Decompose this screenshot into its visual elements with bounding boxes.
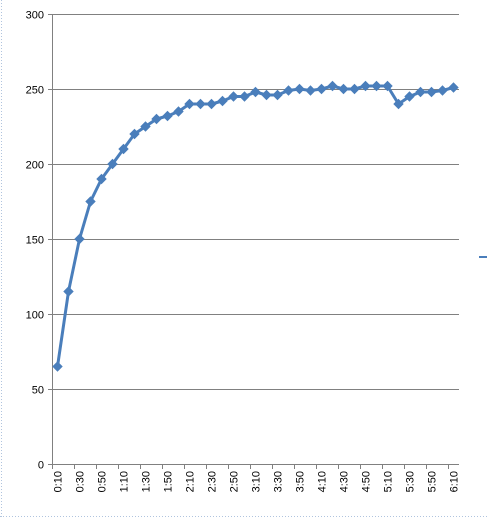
data-point-marker	[173, 106, 184, 117]
data-point-marker	[448, 82, 459, 93]
x-tick-label: 1:30	[141, 471, 153, 492]
data-point-marker	[426, 86, 437, 98]
y-tick-label: 300	[26, 10, 44, 22]
x-tick-label: 5:10	[383, 471, 395, 492]
data-point-marker	[63, 286, 74, 297]
data-point-marker	[228, 91, 239, 102]
data-point-marker	[261, 89, 272, 101]
data-point-marker	[305, 85, 316, 96]
x-tick-label: 6:10	[449, 471, 461, 492]
y-tick-labels: 0 50 100 150 200 250 300	[26, 10, 44, 472]
x-tick-label: 1:50	[163, 471, 175, 492]
data-point-marker	[107, 158, 118, 170]
data-point-marker	[272, 89, 283, 101]
data-point-marker	[74, 233, 85, 245]
data-point-marker	[195, 98, 206, 110]
data-point-marker	[151, 113, 162, 125]
data-point-marker	[327, 80, 338, 92]
data-point-marker	[162, 110, 173, 122]
data-point-marker	[437, 85, 448, 96]
data-point-marker	[217, 95, 228, 107]
x-tick-labels: 0:10 0:30 0:50 1:10 1:30 1:50 2:10 2:30 2:50 3:10…	[53, 471, 461, 492]
series-layer	[52, 80, 459, 372]
data-point-marker	[393, 98, 404, 110]
x-tick-label: 0:50	[97, 471, 109, 492]
data-point-marker	[250, 86, 261, 98]
x-tick-label: 3:30	[273, 471, 285, 492]
x-tick-label: 0:10	[53, 471, 65, 492]
data-point-marker	[360, 80, 371, 92]
x-tick-label: 5:30	[405, 471, 417, 492]
data-point-marker	[129, 128, 140, 140]
x-tick-label: 2:30	[207, 471, 219, 492]
data-point-marker	[404, 91, 415, 102]
data-point-marker	[316, 83, 327, 95]
data-point-marker	[140, 121, 151, 132]
x-tick-label: 4:10	[317, 471, 329, 492]
x-tick-label: 5:50	[427, 471, 439, 492]
data-point-marker	[371, 80, 382, 92]
x-tick-label: 3:10	[251, 471, 263, 492]
y-tick-label: 50	[32, 385, 44, 397]
axes	[48, 14, 459, 469]
x-tick-label: 2:10	[185, 471, 197, 492]
data-point-marker	[338, 83, 349, 95]
data-point-marker	[349, 83, 360, 95]
data-point-marker	[382, 80, 393, 92]
data-point-marker	[184, 98, 195, 110]
x-tick-label: 4:30	[339, 471, 351, 492]
x-tick-label: 0:30	[75, 471, 87, 492]
data-point-marker	[52, 361, 63, 372]
x-tick-label: 2:50	[229, 471, 241, 492]
data-point-marker	[283, 85, 294, 96]
x-tick-label: 3:50	[295, 471, 307, 492]
data-point-marker	[206, 98, 217, 110]
data-point-marker	[415, 86, 426, 98]
y-tick-label: 200	[26, 160, 44, 172]
data-point-marker	[85, 196, 96, 207]
y-tick-label: 0	[38, 460, 44, 472]
data-point-marker	[96, 173, 107, 185]
y-tick-label: 150	[26, 235, 44, 247]
data-point-marker	[239, 91, 250, 102]
y-tick-label: 250	[26, 85, 44, 97]
data-point-marker	[294, 83, 305, 95]
y-tick-label: 100	[26, 310, 44, 322]
x-tick-label: 1:10	[119, 471, 131, 492]
x-tick-label: 4:50	[361, 471, 373, 492]
data-point-marker	[118, 143, 129, 155]
